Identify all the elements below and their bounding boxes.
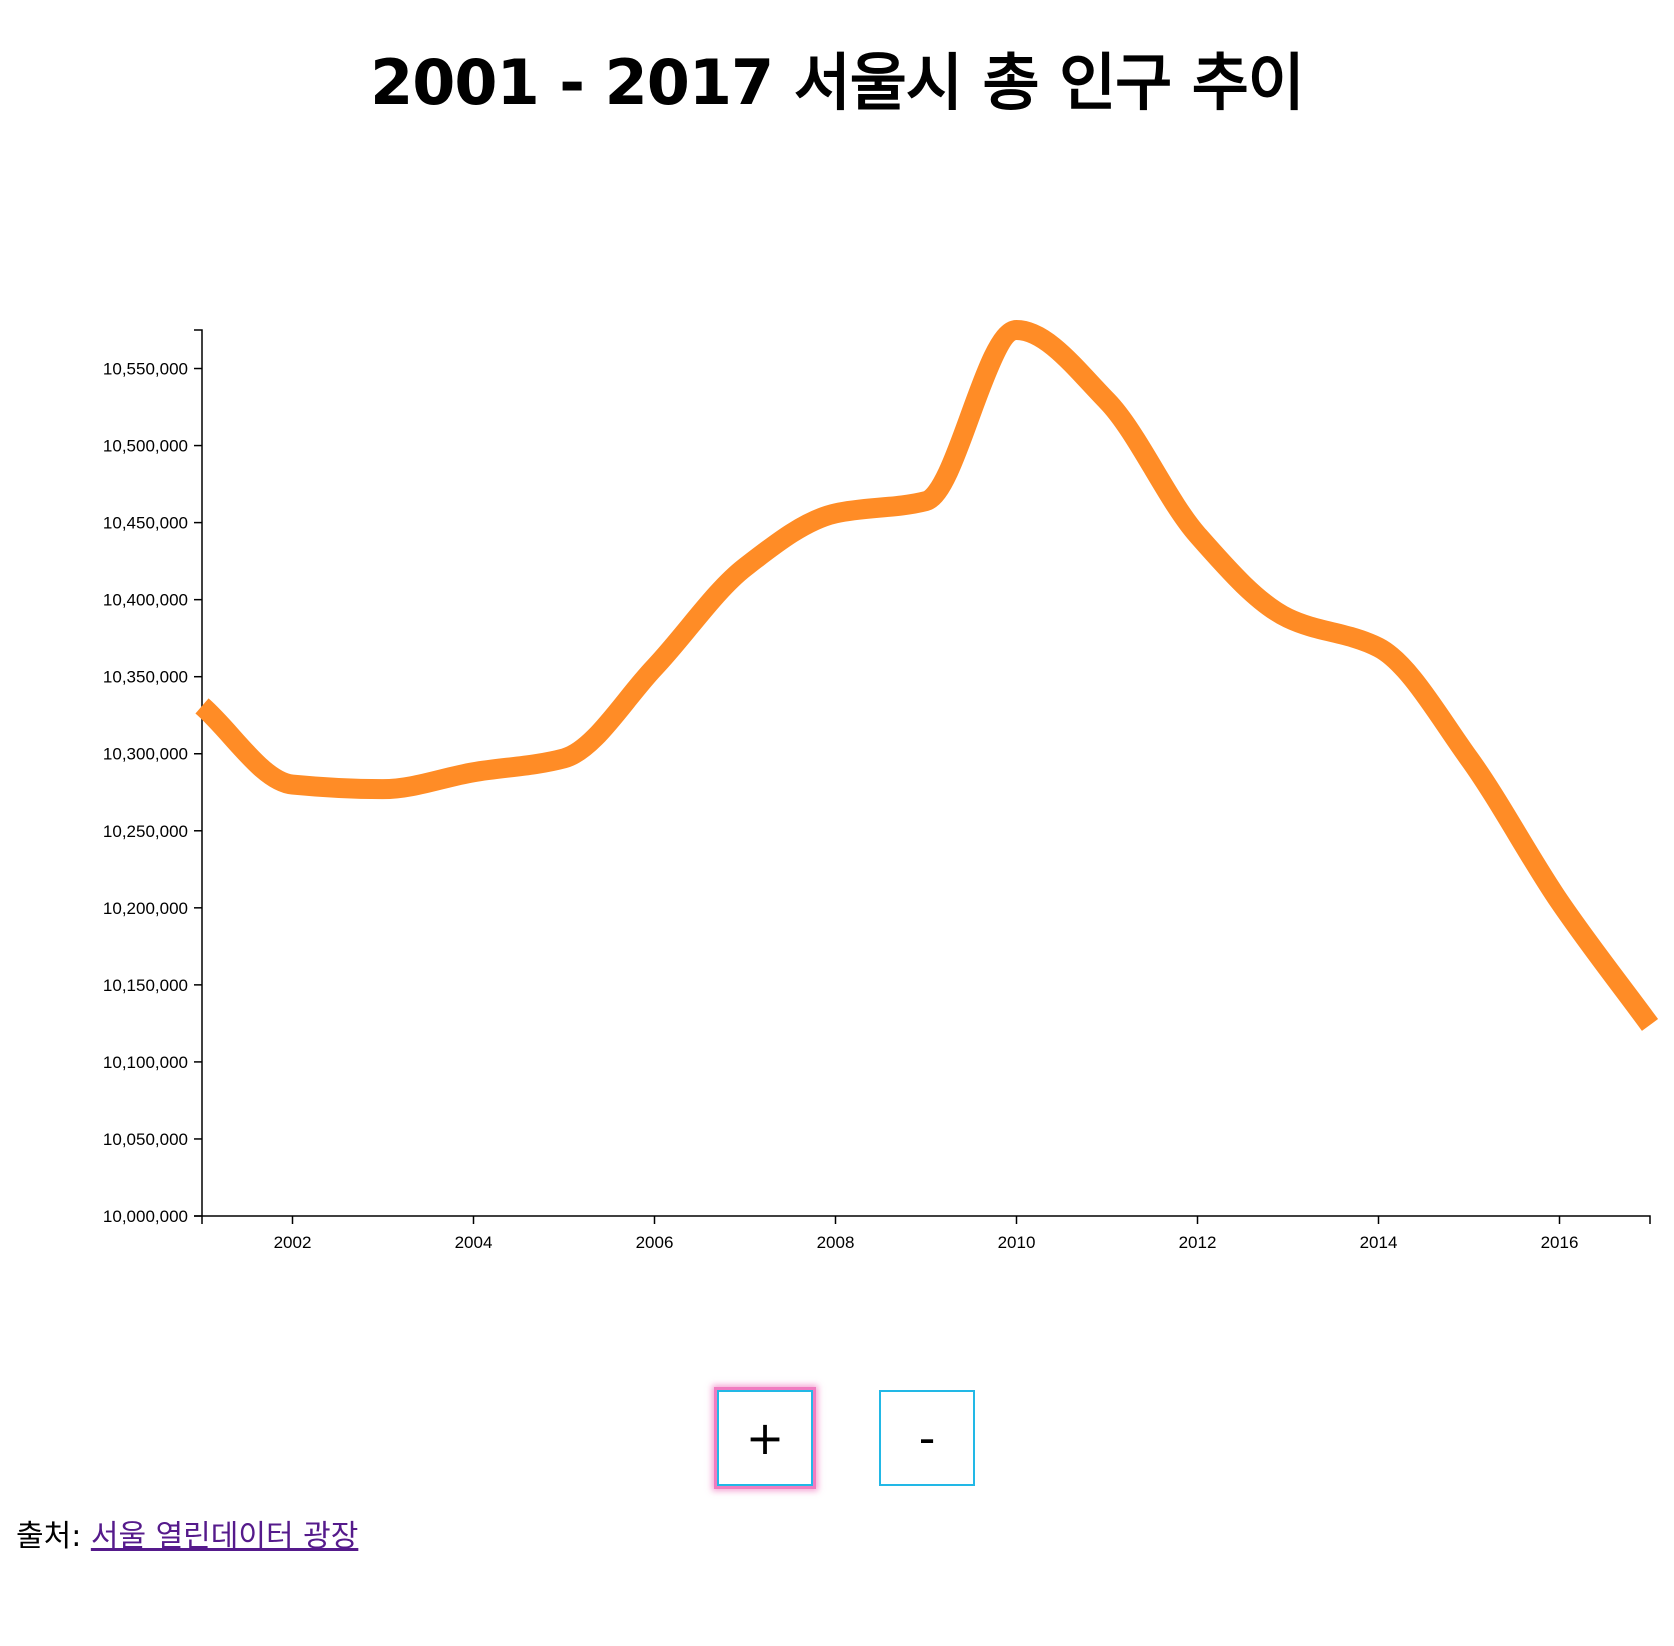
y-tick-label: 10,550,000: [103, 360, 188, 379]
y-axis-line: [194, 329, 203, 1217]
zoom-out-button[interactable]: -: [879, 1390, 975, 1486]
population-line-chart: 10,000,000 10,050,000 10,100,000 10,150,000…: [103, 320, 1659, 1252]
y-tick-label: 10,000,000: [103, 1207, 188, 1226]
x-tick-label: 2008: [817, 1233, 855, 1252]
x-tick-label: 2016: [1541, 1233, 1579, 1252]
x-axis: 2002 2004 2006 2008 2010 2012 2014 2016: [201, 1215, 1651, 1252]
y-tick-label: 10,250,000: [103, 822, 188, 841]
y-tick-label: 10,200,000: [103, 899, 188, 918]
zoom-in-button[interactable]: +: [717, 1390, 813, 1486]
x-axis-line: [201, 1215, 1651, 1224]
y-tick-label: 10,400,000: [103, 591, 188, 610]
x-tick-label: 2014: [1360, 1233, 1398, 1252]
y-tick-label: 10,050,000: [103, 1130, 188, 1149]
y-tick-label: 10,450,000: [103, 514, 188, 533]
y-tick-label: 10,300,000: [103, 745, 188, 764]
y-tick-label: 10,500,000: [103, 437, 188, 456]
x-tick-label: 2010: [998, 1233, 1036, 1252]
y-axis: 10,000,000 10,050,000 10,100,000 10,150,000…: [103, 329, 203, 1226]
source-line: 출처: 서울 열린데이터 광장: [16, 1517, 358, 1557]
source-prefix: 출처:: [16, 1519, 91, 1554]
source-link[interactable]: 서울 열린데이터 광장: [90, 1519, 359, 1554]
population-series-line: [195, 320, 1659, 1031]
chart-title: 2001 - 2017 서울시 총 인구 추이: [370, 46, 1305, 119]
x-tick-label: 2006: [636, 1233, 674, 1252]
x-tick-label: 2012: [1179, 1233, 1217, 1252]
series-layer: [195, 320, 1659, 1031]
x-tick-label: 2004: [455, 1233, 493, 1252]
x-tick-label: 2002: [274, 1233, 312, 1252]
y-tick-label: 10,150,000: [103, 976, 188, 995]
y-tick-label: 10,350,000: [103, 668, 188, 687]
y-tick-label: 10,100,000: [103, 1053, 188, 1072]
